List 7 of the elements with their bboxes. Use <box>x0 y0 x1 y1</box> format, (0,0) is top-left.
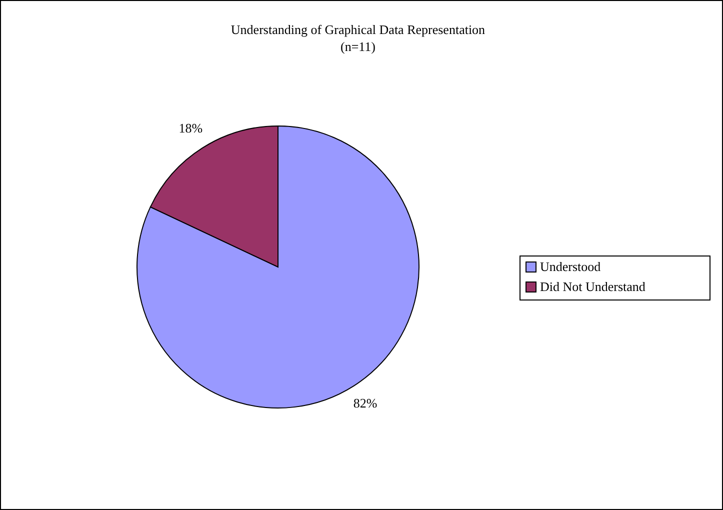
chart-title: Understanding of Graphical Data Representation <box>230 22 486 37</box>
legend-label: Understood <box>540 259 602 274</box>
data-label: 18% <box>178 120 203 136</box>
chart-subtitle: (n=11) <box>340 39 376 54</box>
legend-label: Did Not Understand <box>540 279 646 294</box>
data-label: 82% <box>353 396 378 411</box>
pie-slice <box>136 126 420 408</box>
